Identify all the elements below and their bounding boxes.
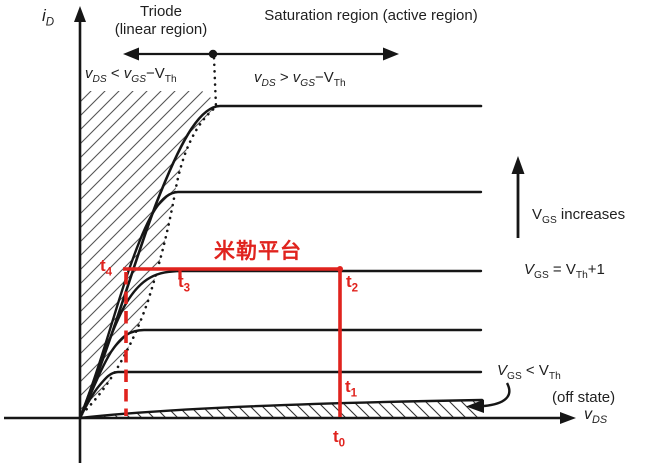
boundary-dot	[208, 49, 218, 59]
off-state-label: (off state)	[552, 389, 616, 406]
triode-title-line1: Triode	[140, 3, 182, 20]
time-label-t1: t1	[345, 377, 358, 400]
time-label-t2: t2	[346, 272, 359, 295]
iv-curve-subthreshold	[78, 398, 484, 420]
iv-curves	[78, 104, 484, 420]
time-label-t4: t4	[100, 256, 113, 279]
offstate-arrow	[466, 382, 511, 413]
offstate-hatch-region	[80, 400, 482, 418]
x-axis-label: vDS	[584, 406, 608, 427]
miller-overlay	[123, 266, 343, 417]
saturation-region-title: Saturation region (active region)	[264, 7, 478, 24]
iv-curve-vgs3-plateau	[78, 269, 483, 420]
triode-title-line2: (linear region)	[114, 20, 208, 38]
boundary-dotted-curve	[80, 56, 218, 416]
y-axis	[74, 6, 86, 463]
t2-corner-dot	[337, 266, 343, 272]
iv-curve-vgs1	[78, 370, 483, 420]
saturation-condition: vDS > vGS−VTh	[254, 69, 346, 89]
vgs-increases-label: VGS increases	[532, 206, 626, 226]
triode-region-title: Triode (linear region)	[96, 3, 226, 38]
vgs-increase-arrow	[511, 156, 525, 238]
miller-plateau-label: 米勒平台	[214, 240, 302, 263]
time-label-t3: t3	[178, 272, 191, 295]
triode-hatch-region	[80, 91, 216, 417]
region-double-arrow	[123, 47, 399, 61]
vgs-plateau-label: VGS = VTh+1	[524, 261, 605, 281]
x-axis	[4, 412, 576, 424]
time-label-t0: t0	[333, 427, 346, 450]
y-axis-label: iD	[42, 6, 55, 29]
triode-condition: vDS < vGS−VTh	[85, 65, 177, 85]
vgs-off-label: VGS < VTh	[497, 362, 561, 382]
iv-curve-vgs2	[78, 328, 483, 420]
